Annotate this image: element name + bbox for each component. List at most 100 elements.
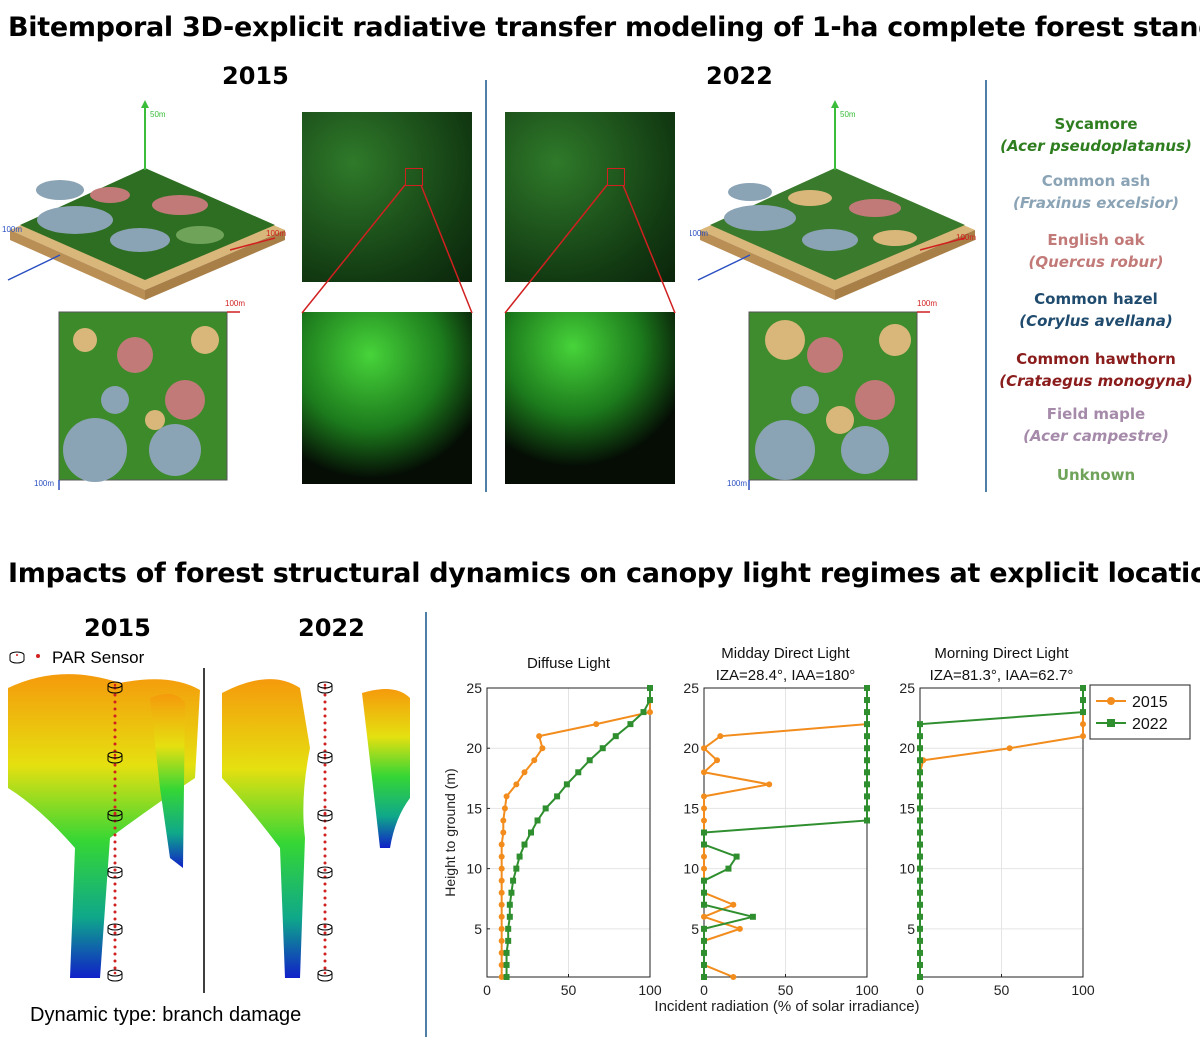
y-tick-label: 20 bbox=[466, 740, 482, 756]
data-point-2022 bbox=[864, 757, 870, 764]
data-point-2022 bbox=[506, 913, 513, 920]
x-tick-label: 100 bbox=[855, 982, 879, 998]
data-point-2015 bbox=[593, 721, 600, 728]
data-point-2022 bbox=[1080, 709, 1086, 716]
data-point-2015 bbox=[701, 769, 707, 776]
data-point-2015 bbox=[701, 793, 707, 800]
data-point-2022 bbox=[516, 853, 523, 860]
tree-profiles bbox=[8, 668, 410, 993]
data-point-2015 bbox=[1006, 745, 1013, 752]
y-tick-label: 20 bbox=[683, 740, 699, 756]
data-point-2022 bbox=[510, 877, 517, 884]
data-point-2022 bbox=[640, 709, 647, 716]
data-point-2015 bbox=[714, 757, 721, 764]
data-point-2022 bbox=[701, 974, 707, 980]
data-point-2022 bbox=[701, 901, 707, 908]
species-item: Unknown bbox=[996, 466, 1196, 484]
axis-y-map-2022: 100m bbox=[727, 479, 748, 488]
data-point-2022 bbox=[701, 937, 707, 944]
data-point-2022 bbox=[864, 781, 870, 788]
y-tick-label: 5 bbox=[907, 921, 915, 937]
data-point-2022 bbox=[917, 805, 923, 812]
tree-2022-silhouette bbox=[222, 679, 310, 978]
data-point-2022 bbox=[701, 949, 707, 956]
axis-z-label-2015: 50m bbox=[150, 110, 166, 119]
chart-panel-2: 5 10 15 20 25 0 50 100 Morning Direct Light IZA=8… bbox=[899, 645, 1191, 998]
y-tick-label: 25 bbox=[899, 680, 915, 696]
data-point-2022 bbox=[508, 889, 515, 896]
species-item: Field maple (Acer campestre) bbox=[996, 405, 1196, 445]
tree-2015-silhouette bbox=[8, 674, 200, 978]
tree-2015-neighbor bbox=[150, 694, 185, 868]
data-point-2022 bbox=[917, 877, 923, 884]
data-point-2022 bbox=[917, 769, 923, 776]
data-point-2022 bbox=[554, 793, 561, 800]
year-2022-top: 2022 bbox=[706, 62, 773, 90]
data-point-2022 bbox=[917, 757, 923, 764]
data-point-2022 bbox=[917, 853, 923, 860]
x-tick-label: 50 bbox=[994, 982, 1010, 998]
data-point-2015 bbox=[717, 733, 724, 740]
chart-title: Morning Direct Light bbox=[934, 645, 1069, 662]
divider-top-1 bbox=[485, 80, 487, 492]
data-point-2015 bbox=[730, 974, 737, 980]
data-point-2015 bbox=[500, 817, 507, 824]
data-point-2022 bbox=[542, 805, 549, 812]
species-latin-name: (Fraxinus excelsior) bbox=[1013, 194, 1179, 212]
data-point-2015 bbox=[498, 841, 505, 848]
legend-marker bbox=[1107, 697, 1115, 705]
data-point-2022 bbox=[627, 721, 634, 728]
data-point-2022 bbox=[864, 769, 870, 776]
forest-map-2015: 100m bbox=[58, 300, 245, 490]
data-point-2022 bbox=[917, 949, 923, 956]
canopy-zoom-2022 bbox=[505, 312, 675, 484]
data-point-2015 bbox=[498, 913, 505, 920]
species-item: English oak (Quercus robur) bbox=[996, 231, 1196, 271]
data-point-2015 bbox=[736, 925, 743, 932]
species-latin-name: (Corylus avellana) bbox=[1019, 312, 1173, 330]
y-tick-label: 25 bbox=[466, 680, 482, 696]
zoom-box-2022 bbox=[607, 168, 625, 186]
data-point-2022 bbox=[917, 889, 923, 896]
data-point-2022 bbox=[917, 781, 923, 788]
data-point-2022 bbox=[612, 733, 619, 740]
y-tick-label: 15 bbox=[683, 800, 699, 816]
data-point-2022 bbox=[864, 805, 870, 812]
axis-x-map-2022: 100m bbox=[917, 300, 937, 308]
data-point-2015 bbox=[766, 781, 773, 788]
species-item: Common hazel (Corylus avellana) bbox=[996, 290, 1196, 330]
data-point-2022 bbox=[917, 793, 923, 800]
axis-x-label-2022: 100m bbox=[956, 233, 976, 242]
divider-bottom bbox=[425, 612, 427, 1037]
data-point-2022 bbox=[575, 769, 582, 776]
x-tick-label: 0 bbox=[700, 982, 708, 998]
species-item: Common ash (Fraxinus excelsior) bbox=[996, 172, 1196, 212]
data-point-2022 bbox=[503, 961, 510, 968]
y-tick-label: 10 bbox=[899, 861, 915, 877]
y-tick-label: 10 bbox=[683, 861, 699, 877]
data-point-2022 bbox=[864, 793, 870, 800]
par-sensor-label: PAR Sensor bbox=[52, 648, 145, 667]
forest-3d-2015: 50m 100m 100m bbox=[2, 100, 286, 300]
species-common-name: English oak bbox=[1047, 231, 1145, 249]
data-point-2022 bbox=[917, 974, 923, 980]
data-point-2015 bbox=[501, 805, 508, 812]
axis-x-map-2015: 100m bbox=[225, 300, 245, 308]
y-tick-label: 15 bbox=[466, 800, 482, 816]
data-point-2022 bbox=[599, 745, 606, 752]
data-point-2022 bbox=[647, 685, 653, 691]
data-point-2022 bbox=[513, 865, 520, 872]
x-tick-label: 0 bbox=[916, 982, 924, 998]
data-point-2022 bbox=[864, 685, 870, 691]
year-2022-bottom: 2022 bbox=[298, 614, 365, 642]
data-point-2022 bbox=[749, 913, 756, 920]
data-point-2015 bbox=[730, 901, 737, 908]
y-tick-label: 10 bbox=[466, 861, 482, 877]
chart-subtitle: IZA=28.4°, IAA=180° bbox=[716, 667, 856, 684]
data-point-2015 bbox=[521, 769, 528, 776]
chart-subtitle: IZA=81.3°, IAA=62.7° bbox=[930, 667, 1074, 684]
divider-top-2 bbox=[985, 80, 987, 492]
legend-marker bbox=[1107, 719, 1115, 727]
species-common-name: Common ash bbox=[1041, 172, 1151, 190]
